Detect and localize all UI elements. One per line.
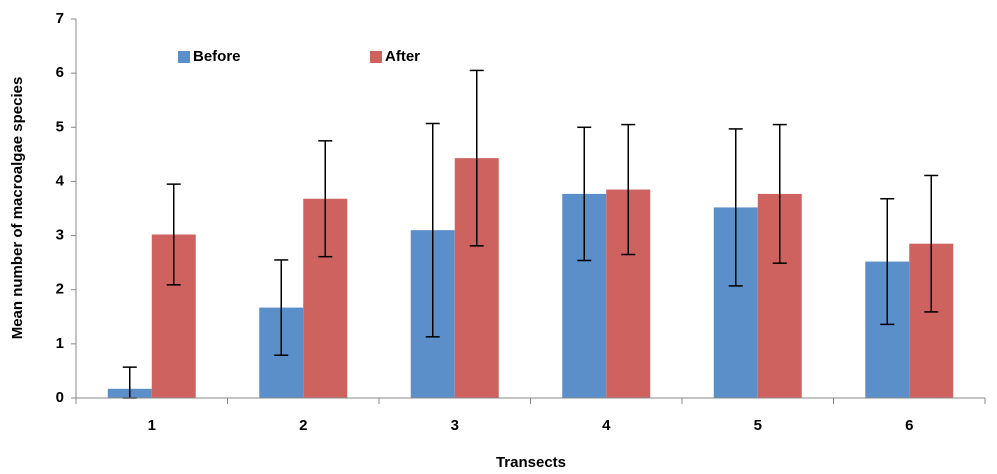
error-bar bbox=[274, 259, 289, 356]
error-bar bbox=[318, 140, 333, 258]
error-bar bbox=[621, 123, 636, 256]
y-tick-label: 6 bbox=[56, 64, 64, 81]
x-tick-label: 5 bbox=[754, 417, 762, 434]
error-bar bbox=[772, 123, 787, 264]
error-bar bbox=[880, 198, 895, 326]
y-tick-label: 7 bbox=[56, 10, 64, 27]
x-tick-label: 1 bbox=[148, 417, 156, 434]
y-tick-label: 0 bbox=[56, 389, 64, 406]
x-tick-label: 2 bbox=[299, 417, 307, 434]
error-bar bbox=[577, 126, 592, 262]
y-tick-label: 2 bbox=[56, 281, 64, 298]
y-axis-title: Mean number of macroalgae species bbox=[9, 77, 26, 340]
x-tick-label: 3 bbox=[451, 417, 459, 434]
x-tick-label: 4 bbox=[602, 417, 611, 434]
y-tick-label: 3 bbox=[56, 227, 64, 244]
error-bar bbox=[728, 128, 743, 287]
legend-label: After bbox=[385, 48, 420, 65]
x-axis-title: Transects bbox=[496, 454, 566, 471]
y-tick-label: 5 bbox=[56, 118, 64, 135]
legend-swatch bbox=[178, 51, 190, 63]
error-bar bbox=[469, 69, 484, 247]
legend-label: Before bbox=[193, 48, 241, 65]
error-bar bbox=[166, 183, 181, 286]
x-tick-label: 6 bbox=[905, 417, 913, 434]
y-tick-label: 1 bbox=[56, 335, 64, 352]
error-bar bbox=[924, 174, 939, 313]
error-bar bbox=[425, 122, 440, 338]
legend-swatch bbox=[370, 51, 382, 63]
y-tick-label: 4 bbox=[56, 172, 65, 189]
